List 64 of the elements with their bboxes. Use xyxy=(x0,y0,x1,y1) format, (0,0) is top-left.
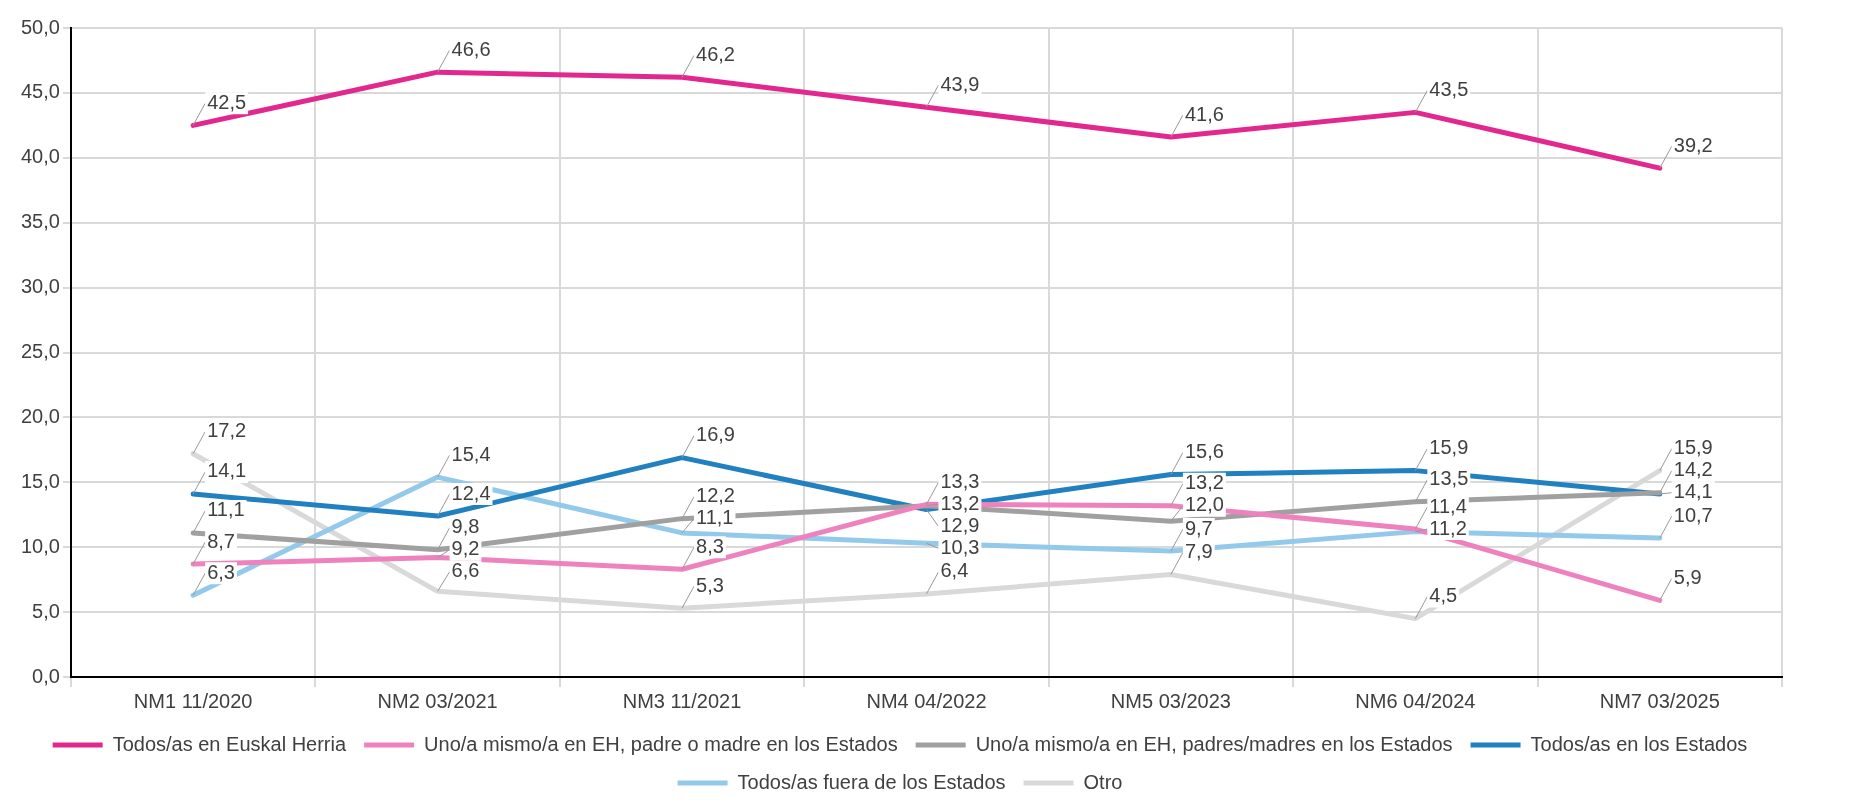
data-label: 9,7 xyxy=(1184,516,1213,539)
y-tick-label: 15,0 xyxy=(20,469,60,492)
x-tick-label: NM7 03/2025 xyxy=(1599,689,1720,712)
data-label: 15,9 xyxy=(1673,436,1713,459)
data-label: 46,6 xyxy=(451,37,491,60)
data-label: 39,2 xyxy=(1673,133,1713,156)
legend-label: Todos/as en Euskal Herria xyxy=(112,732,347,755)
data-label: 14,2 xyxy=(1673,458,1713,481)
y-tick-label: 0,0 xyxy=(32,664,60,687)
legend-label: Uno/a mismo/a en EH, padre o madre en los Estados xyxy=(424,732,898,755)
data-label: 8,3 xyxy=(696,534,724,557)
data-label: 14,1 xyxy=(207,459,247,482)
data-label: 15,6 xyxy=(1184,440,1224,463)
y-tick-label: 30,0 xyxy=(20,275,60,298)
data-label: 8,7 xyxy=(207,529,235,552)
data-label: 5,9 xyxy=(1673,565,1702,588)
data-label: 9,8 xyxy=(451,515,480,538)
legend-label: Otro xyxy=(1083,770,1123,793)
y-tick-label: 40,0 xyxy=(20,145,60,168)
legend-label: Todos/as en los Estados xyxy=(1530,732,1748,755)
data-label: 13,3 xyxy=(940,469,980,492)
data-label: 12,0 xyxy=(1184,493,1224,516)
x-tick-label: NM1 11/2020 xyxy=(133,689,253,712)
data-label: 4,5 xyxy=(1429,584,1458,607)
data-label: 43,5 xyxy=(1429,77,1469,100)
data-label: 12,2 xyxy=(696,484,735,507)
data-label: 13,5 xyxy=(1429,467,1469,490)
data-label: 43,9 xyxy=(940,72,980,95)
data-label: 16,9 xyxy=(696,423,735,446)
data-label: 5,3 xyxy=(696,573,724,596)
data-label: 6,3 xyxy=(207,560,235,583)
data-label: 42,5 xyxy=(207,90,247,113)
y-tick-label: 5,0 xyxy=(32,599,60,622)
data-label: 11,1 xyxy=(207,498,245,521)
data-label: 15,9 xyxy=(1429,436,1469,459)
data-label: 10,7 xyxy=(1673,503,1713,526)
data-label: 12,9 xyxy=(940,513,980,536)
y-tick-label: 50,0 xyxy=(20,15,60,38)
x-tick-label: NM4 04/2022 xyxy=(866,689,987,712)
x-tick-label: NM3 11/2021 xyxy=(622,689,742,712)
y-tick-label: 25,0 xyxy=(20,340,60,363)
x-tick-label: NM5 03/2023 xyxy=(1110,689,1231,712)
data-label: 14,1 xyxy=(1673,480,1713,503)
legend-label: Todos/as fuera de los Estados xyxy=(737,770,1006,793)
data-label: 11,2 xyxy=(1429,516,1467,539)
legend-label: Uno/a mismo/a en EH, padres/madres en los Estados xyxy=(975,732,1453,755)
y-tick-label: 45,0 xyxy=(20,80,60,103)
data-label: 17,2 xyxy=(207,419,247,442)
x-tick-label: NM2 03/2021 xyxy=(377,689,498,712)
data-label: 10,3 xyxy=(940,535,980,558)
y-tick-label: 35,0 xyxy=(20,210,60,233)
y-tick-label: 20,0 xyxy=(20,404,60,427)
data-label: 6,4 xyxy=(940,559,969,582)
data-label: 11,1 xyxy=(696,506,734,529)
data-label: 6,6 xyxy=(451,559,480,582)
data-label: 13,2 xyxy=(940,491,980,514)
data-label: 11,4 xyxy=(1429,494,1467,517)
data-label: 46,2 xyxy=(696,42,735,65)
data-label: 12,4 xyxy=(451,481,491,504)
data-label: 41,6 xyxy=(1184,102,1224,125)
y-tick-label: 10,0 xyxy=(20,534,60,557)
x-tick-label: NM6 04/2024 xyxy=(1355,689,1476,712)
data-label: 15,4 xyxy=(451,442,491,465)
data-label: 13,2 xyxy=(1184,471,1224,494)
